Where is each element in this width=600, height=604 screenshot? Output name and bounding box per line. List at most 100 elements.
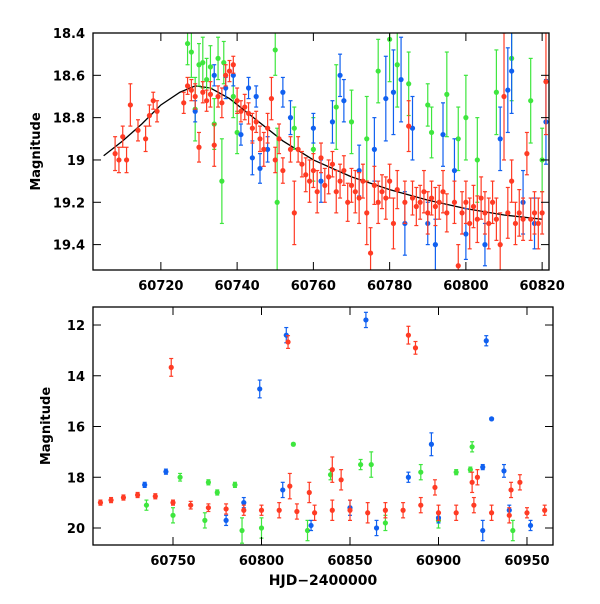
data-point-red (287, 472, 293, 500)
data-point-blue (409, 95, 416, 161)
data-point-green (214, 489, 220, 496)
marker (215, 93, 221, 100)
data-point-red (311, 504, 318, 521)
marker (232, 482, 238, 488)
data-point-green (184, 33, 191, 66)
data-point-red (509, 159, 515, 203)
marker (542, 507, 548, 513)
marker (486, 220, 492, 227)
data-point-red (337, 163, 343, 199)
data-point-blue (505, 47, 511, 134)
marker (226, 68, 233, 74)
marker (181, 100, 187, 106)
marker (112, 151, 118, 157)
series-blue (142, 311, 559, 542)
data-point-red (365, 502, 371, 524)
marker (471, 502, 477, 508)
marker (257, 386, 263, 392)
data-point-red (135, 491, 141, 499)
data-point-red (413, 186, 419, 227)
marker (142, 482, 148, 488)
data-point-red (506, 507, 512, 524)
marker (365, 510, 371, 516)
data-point-red (207, 81, 214, 108)
marker (310, 125, 316, 131)
marker (258, 525, 265, 531)
x-tick-label: 60820 (520, 279, 565, 294)
data-point-red (524, 507, 530, 519)
marker (554, 492, 559, 497)
data-point-blue (142, 481, 148, 489)
marker (428, 195, 435, 201)
marker (405, 474, 411, 480)
marker (120, 134, 126, 140)
marker (221, 60, 227, 66)
data-point-blue (480, 463, 486, 471)
data-point-blue (310, 112, 316, 144)
marker (188, 49, 194, 55)
data-point-red (223, 503, 229, 515)
marker (150, 98, 156, 104)
marker (482, 210, 488, 216)
data-point-red (245, 102, 252, 125)
marker (543, 79, 549, 85)
data-point-red (211, 123, 217, 167)
marker (489, 199, 496, 205)
data-point-green (368, 451, 374, 478)
data-point-red (127, 83, 133, 127)
marker (211, 72, 217, 78)
y-tick-label: 18.8 (53, 112, 85, 127)
data-point-red (200, 81, 206, 104)
marker (120, 494, 127, 501)
data-point-red (295, 136, 301, 163)
data-point-green (467, 466, 473, 473)
y-axis-label: Magnitude (29, 112, 44, 191)
data-point-red (188, 500, 194, 510)
data-point-red (234, 87, 240, 115)
data-point-red (168, 357, 174, 377)
data-point-green (493, 49, 499, 136)
x-tick-label: 60780 (367, 279, 412, 294)
marker (318, 155, 324, 161)
marker (311, 510, 318, 516)
x-tick-label: 60800 (239, 554, 284, 569)
marker (406, 81, 412, 87)
marker (318, 178, 324, 184)
data-point-red (181, 91, 187, 115)
data-point-red (120, 494, 127, 501)
marker (455, 136, 461, 142)
data-point-red (364, 180, 370, 246)
data-point-red (326, 159, 332, 195)
marker (333, 104, 339, 110)
marker (409, 195, 416, 201)
marker (143, 502, 150, 508)
data-point-red (524, 131, 530, 176)
marker (371, 182, 377, 188)
data-point-red (341, 155, 347, 186)
data-point-green (304, 519, 311, 542)
data-point-red (463, 180, 469, 225)
data-point-red (276, 123, 282, 155)
marker (205, 479, 211, 485)
data-point-blue (554, 492, 559, 497)
marker (382, 520, 388, 526)
data-point-blue (363, 311, 369, 329)
marker (276, 507, 282, 513)
data-point-red (501, 33, 507, 161)
data-point-red (421, 169, 427, 214)
marker (257, 165, 263, 172)
marker (435, 510, 442, 516)
data-point-red (375, 180, 381, 225)
data-point-red (287, 136, 294, 163)
data-point-red (531, 191, 538, 235)
marker (265, 146, 271, 152)
marker (196, 144, 202, 150)
marker (524, 151, 530, 157)
series-red (112, 33, 549, 270)
data-point-red (471, 496, 477, 514)
data-point-blue (398, 36, 404, 123)
data-point-red (542, 504, 548, 516)
marker (253, 93, 259, 100)
data-point-red (390, 197, 397, 250)
